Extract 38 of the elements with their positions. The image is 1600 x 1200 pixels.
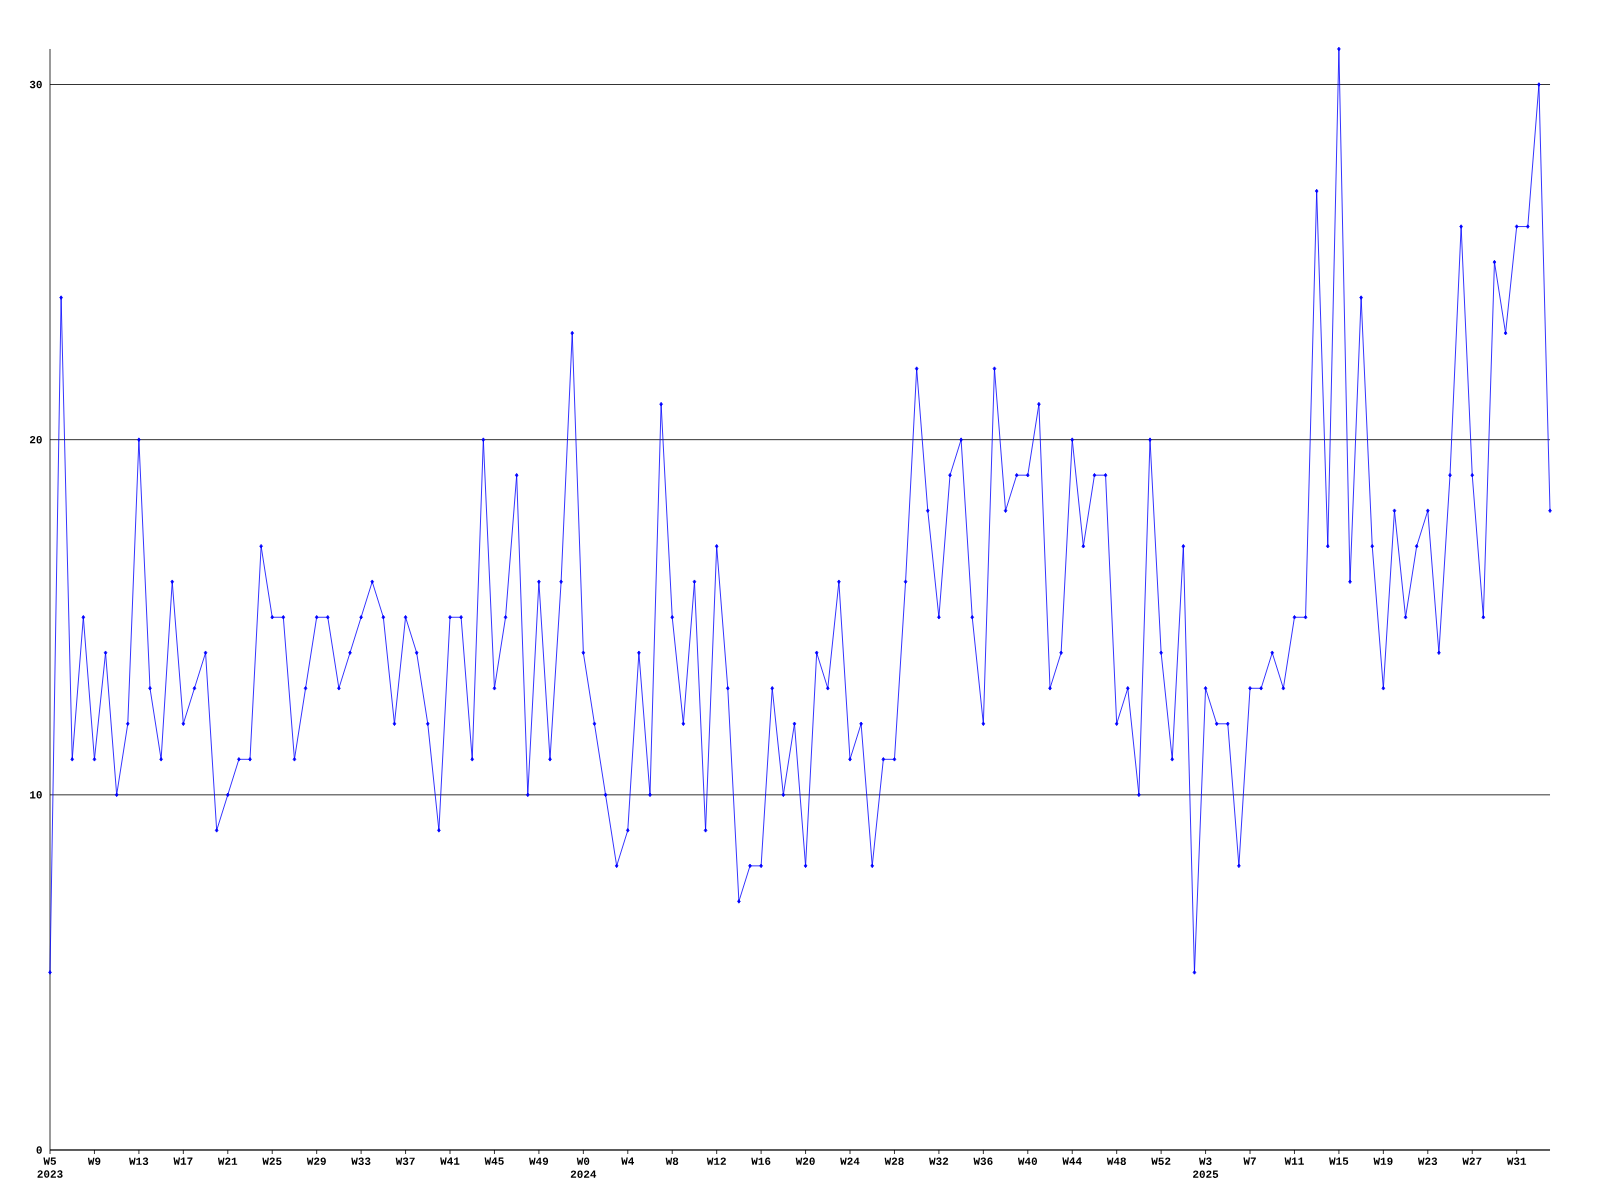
x-tick-label: W21 xyxy=(217,1157,238,1165)
x-tick-label: W15 xyxy=(1329,1157,1349,1165)
x-tick-label: W9 xyxy=(87,1157,101,1165)
x-tick-label: W31 xyxy=(1506,1157,1527,1165)
x-tick-label: W28 xyxy=(884,1157,904,1165)
x-tick-label: W48 xyxy=(1106,1157,1126,1165)
x-tick-label: W20 xyxy=(795,1157,815,1165)
x-tick-label: W8 xyxy=(665,1157,679,1165)
x-tick-label: W13 xyxy=(129,1157,149,1165)
x-tick-label: W11 xyxy=(1284,1157,1304,1165)
x-tick-label: W7 xyxy=(1243,1157,1256,1165)
x-tick-label: W44 xyxy=(1062,1157,1082,1165)
x-tick-label: W32 xyxy=(929,1157,949,1165)
x-tick-label: W19 xyxy=(1373,1157,1393,1165)
x-tick-label: W16 xyxy=(751,1157,771,1165)
x-tick-label: W41 xyxy=(440,1157,460,1165)
y-tick-label: 0 xyxy=(36,1146,42,1154)
x-tick-label: W49 xyxy=(529,1157,549,1165)
x-tick-label: W3 2025 xyxy=(1193,1157,1219,1178)
x-tick-label: W17 xyxy=(173,1157,193,1165)
x-tick-label: W45 xyxy=(484,1157,504,1165)
y-tick-label: 20 xyxy=(29,435,42,444)
x-tick-label: W0 2024 xyxy=(570,1157,597,1178)
x-tick-label: W40 xyxy=(1017,1157,1038,1165)
x-tick-label: W24 xyxy=(840,1157,860,1165)
x-tick-label: W36 xyxy=(973,1157,993,1165)
x-tick-label: W12 xyxy=(706,1157,726,1165)
x-tick-label: W52 xyxy=(1151,1157,1171,1165)
x-tick-label: W5 2023 xyxy=(37,1157,63,1178)
x-tick-label: W27 xyxy=(1462,1157,1482,1165)
x-tick-label: W33 xyxy=(351,1157,371,1165)
x-tick-label: W25 xyxy=(262,1157,282,1165)
y-tick-label: 10 xyxy=(30,791,42,799)
x-tick-label: W23 xyxy=(1417,1157,1438,1165)
x-tick-label: W29 xyxy=(306,1157,326,1165)
x-tick-label: W37 xyxy=(395,1157,415,1165)
x-tick-label: W4 xyxy=(621,1157,635,1165)
y-tick-label: 30 xyxy=(29,80,42,89)
